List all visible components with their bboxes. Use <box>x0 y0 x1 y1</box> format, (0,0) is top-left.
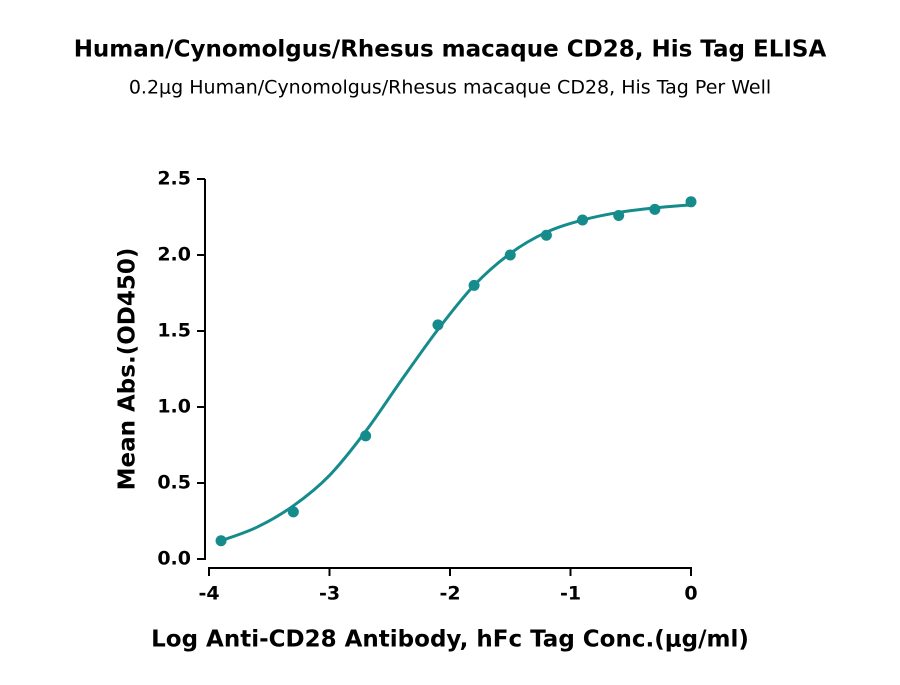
y-tick-label: 2.5 <box>157 168 191 190</box>
y-tick-label: 0.5 <box>157 472 191 494</box>
data-point <box>540 229 552 241</box>
data-point <box>649 203 661 215</box>
data-point <box>504 249 516 261</box>
y-axis-label: Mean Abs.(OD450) <box>115 248 141 491</box>
x-tick-label: -2 <box>439 583 460 605</box>
x-axis-label: Log Anti-CD28 Antibody, hFc Tag Conc.(μg… <box>151 627 749 653</box>
data-point <box>468 279 480 291</box>
x-tick-label: 0 <box>684 583 697 605</box>
data-point <box>577 214 589 226</box>
chart-title: Human/Cynomolgus/Rhesus macaque CD28, Hi… <box>74 37 827 63</box>
data-point <box>613 209 625 221</box>
x-tick-label: -3 <box>319 583 340 605</box>
fit-curve <box>220 203 692 543</box>
data-point <box>685 196 697 208</box>
data-point <box>432 319 444 331</box>
chart-subtitle: 0.2μg Human/Cynomolgus/Rhesus macaque CD… <box>129 77 771 99</box>
y-tick-label: 1.5 <box>157 320 191 342</box>
data-point <box>360 430 372 442</box>
y-tick-label: 1.0 <box>157 396 191 418</box>
x-tick-label: -4 <box>198 583 219 605</box>
x-tick-label: -1 <box>560 583 581 605</box>
y-tick-label: 0.0 <box>157 548 191 570</box>
data-point <box>287 506 299 518</box>
y-tick-label: 2.0 <box>157 244 191 266</box>
data-point <box>215 535 227 547</box>
